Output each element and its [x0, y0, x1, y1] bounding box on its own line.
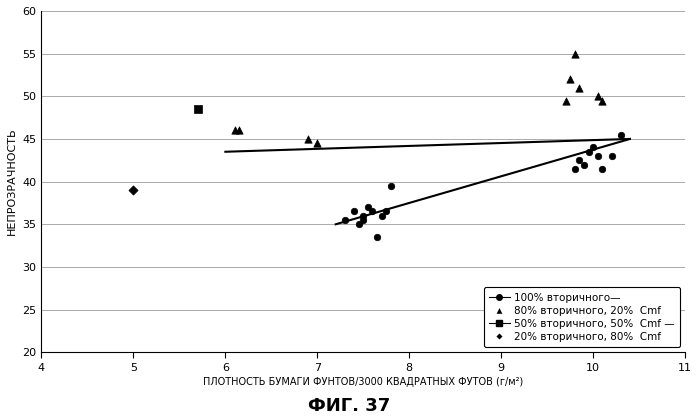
Point: [583, 148, 594, 155]
X-axis label: ПЛОТНОСТЬ БУМАГИ ФУНТОВ/3000 КВАДРАТНЫХ ФУТОВ (г/м²): ПЛОТНОСТЬ БУМАГИ ФУНТОВ/3000 КВАДРАТНЫХ …: [203, 377, 524, 387]
Point: [569, 50, 580, 57]
Point: [569, 166, 580, 172]
Point: [303, 136, 314, 142]
Point: [597, 166, 608, 172]
Point: [128, 187, 139, 194]
Y-axis label: НЕПРОЗРАЧНОСТЬ: НЕПРОЗРАЧНОСТЬ: [7, 128, 17, 235]
Point: [381, 208, 392, 215]
Point: [592, 93, 603, 100]
Point: [229, 127, 240, 134]
Point: [371, 234, 382, 241]
Point: [358, 212, 369, 219]
Point: [592, 153, 603, 159]
Point: [560, 97, 571, 104]
Point: [376, 212, 387, 219]
Point: [597, 97, 608, 104]
Point: [358, 217, 369, 223]
Point: [606, 153, 617, 159]
Point: [233, 127, 245, 134]
Point: [574, 157, 585, 164]
Point: [349, 208, 360, 215]
Point: [385, 183, 396, 189]
Point: [578, 161, 589, 168]
Point: [362, 204, 373, 211]
Point: [588, 144, 599, 151]
Point: [574, 84, 585, 91]
Point: [312, 140, 323, 147]
Text: ФИГ. 37: ФИГ. 37: [308, 397, 391, 415]
Point: [615, 131, 626, 138]
Legend: 100% вторичного—, 80% вторичного, 20%  Cmf, 50% вторичного, 50%  Cmf —, 20% втор: 100% вторичного—, 80% вторичного, 20% Cm…: [484, 287, 680, 347]
Point: [192, 106, 203, 112]
Point: [565, 76, 576, 83]
Point: [353, 221, 364, 228]
Point: [367, 208, 378, 215]
Point: [339, 217, 350, 223]
